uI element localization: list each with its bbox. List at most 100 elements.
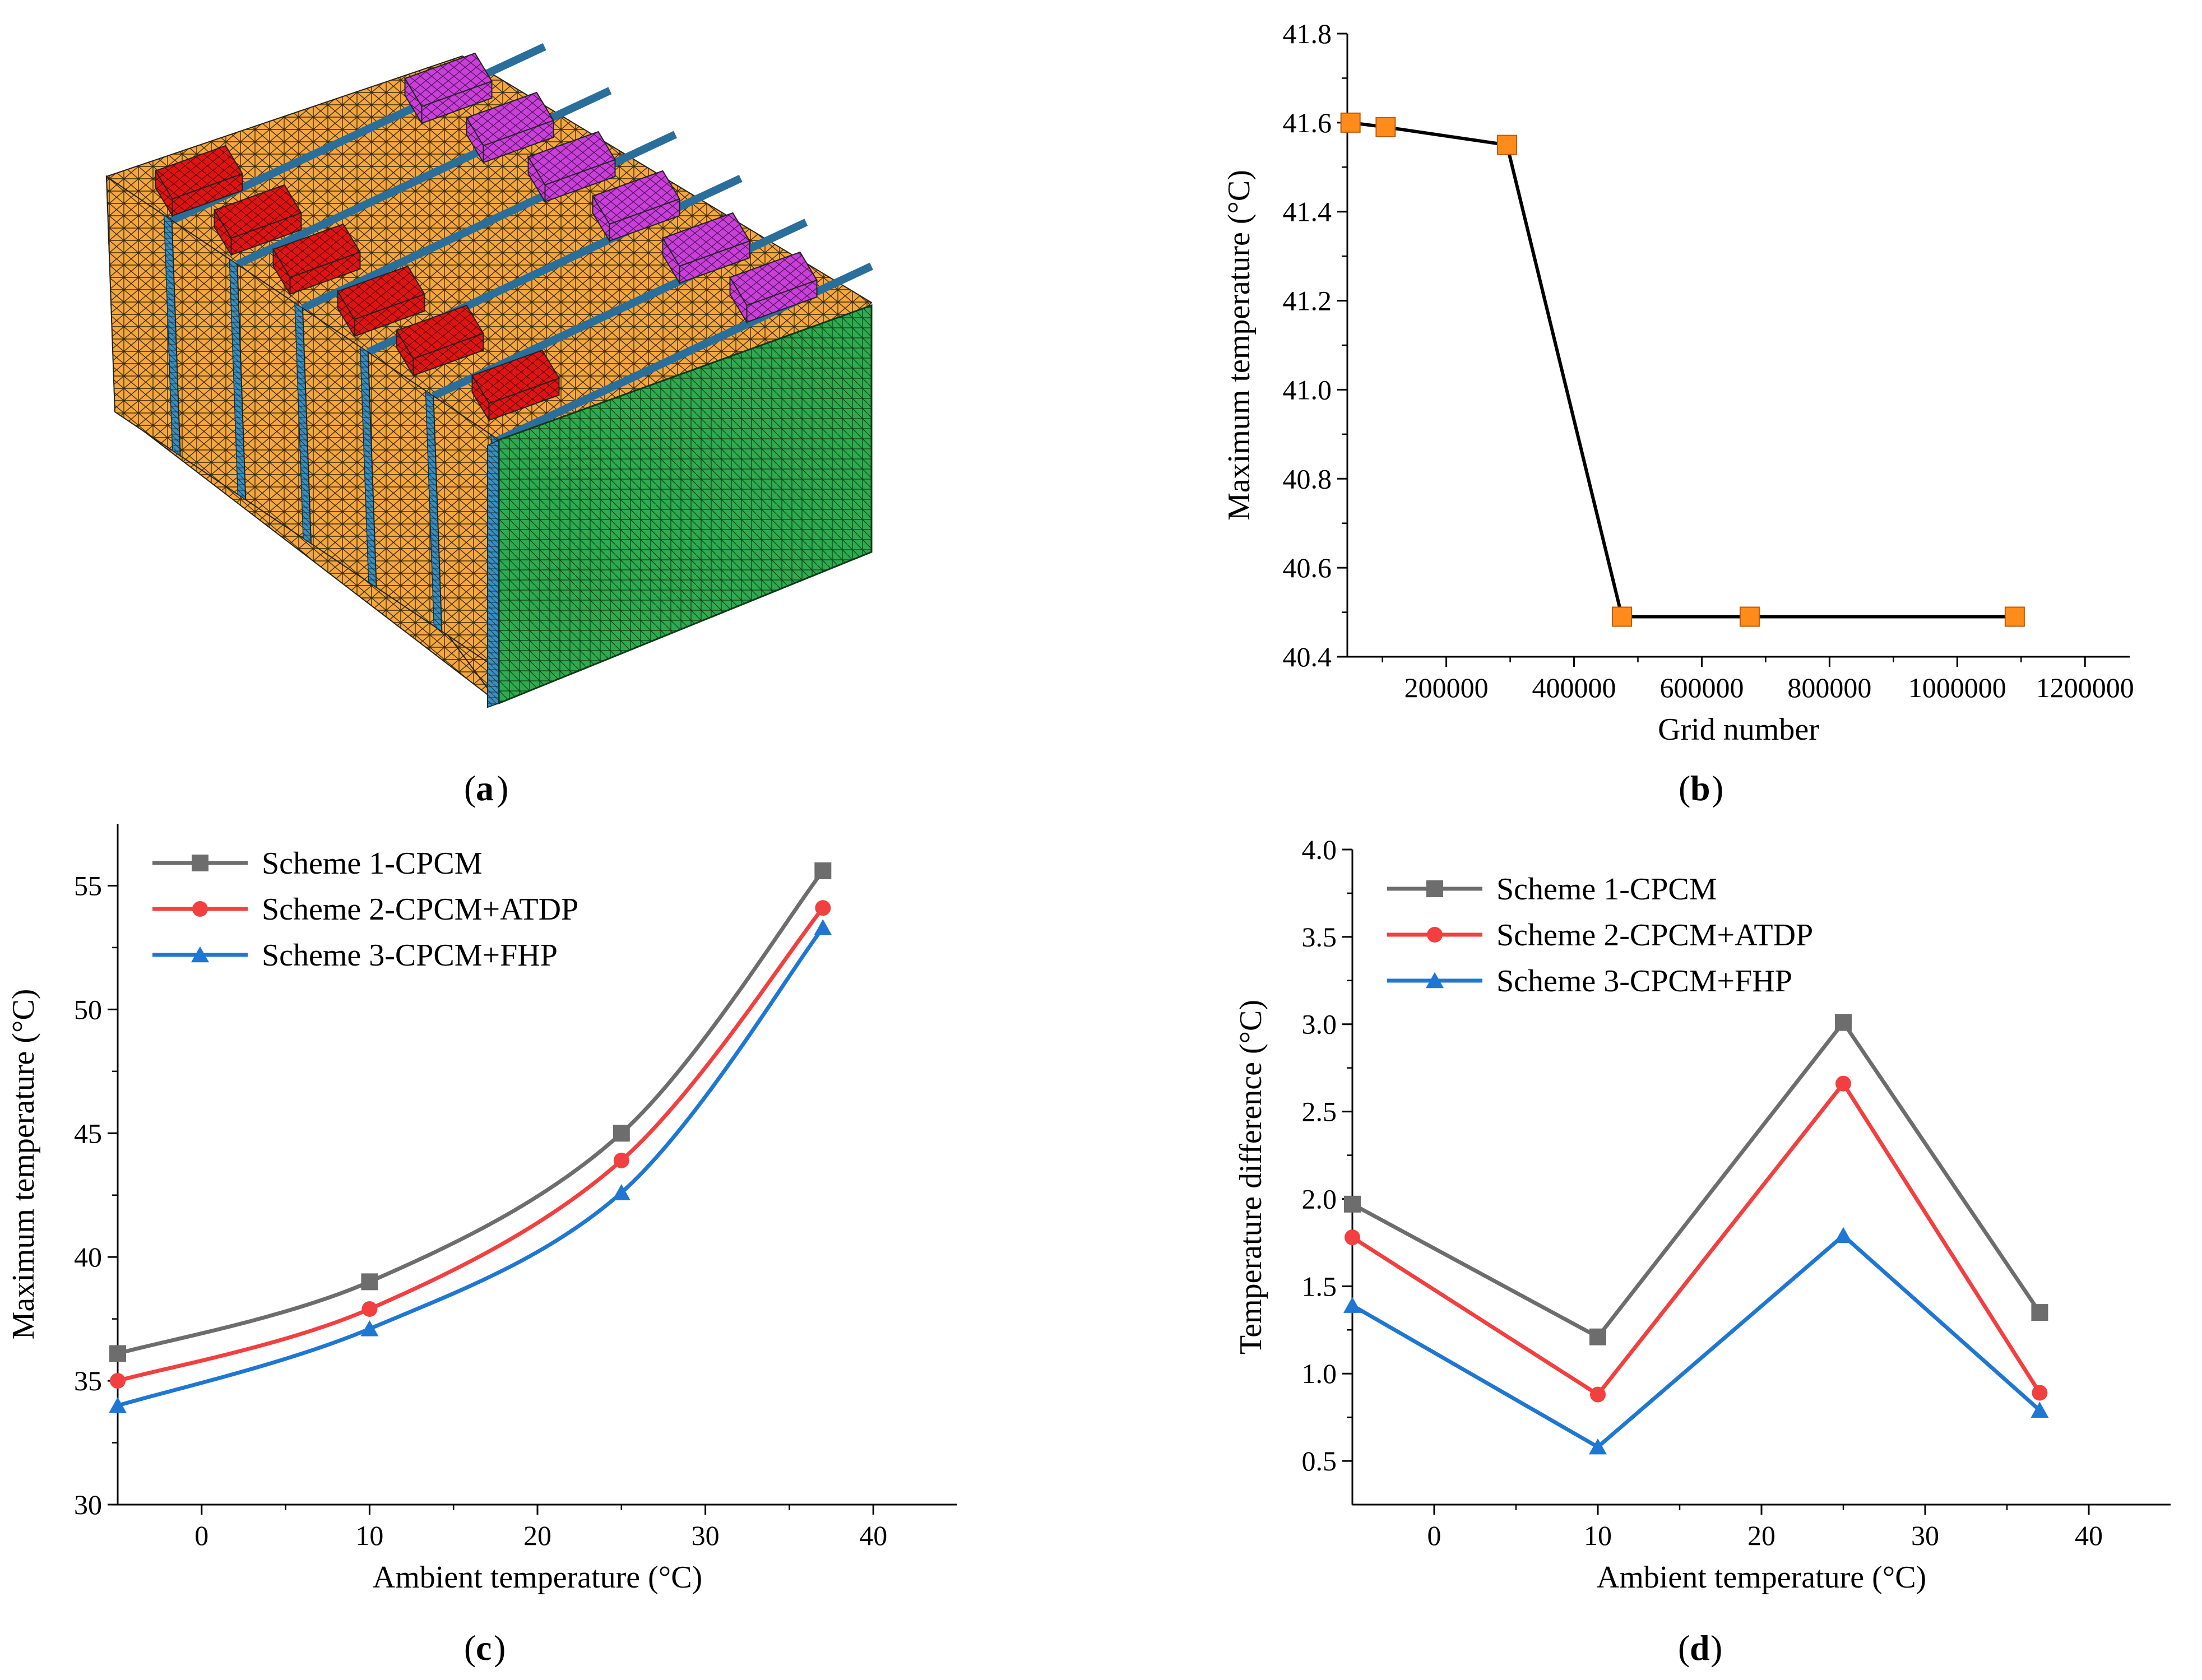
negative-tab-front (746, 279, 818, 323)
caption-d: ( d ) (1678, 1628, 1722, 1668)
chart-b-axes (1346, 34, 2130, 658)
negative-tab-front (544, 159, 616, 203)
mesh-model-figure: ( a ) (105, 43, 873, 808)
y-tick-label: 45 (74, 1117, 102, 1149)
y-tick-label: 3.0 (1302, 1009, 1337, 1040)
caption-c-letter: c (476, 1628, 492, 1668)
data-point-series-1 (1344, 1195, 1361, 1213)
y-tick-label: 4.0 (1302, 834, 1337, 865)
x-tick-label: 600000 (1659, 672, 1744, 703)
x-tick-label: 20 (1747, 1520, 1775, 1551)
grid-independence-chart: 200000 400000 600000 800000 1000000 1200000 40… (1222, 18, 2134, 808)
panel-d-temp-diff-chart: 0 10 20 30 40 0.5 1.0 1.5 2.0 2.5 3.0 3.5 4.0 Scheme… (1101, 824, 2202, 1680)
temperature-difference-chart: 0 10 20 30 40 0.5 1.0 1.5 2.0 2.5 3.0 3.5 4.0 Scheme… (1234, 834, 2171, 1668)
data-point-series-2 (110, 1373, 126, 1389)
y-tick-label: 40 (74, 1241, 102, 1273)
series-line-1 (1351, 1019, 2042, 1340)
x-tick-label: 400000 (1532, 672, 1616, 703)
positive-tab-front (230, 212, 302, 256)
x-tick-label: 800000 (1787, 672, 1871, 703)
svg-text:): ) (494, 1628, 506, 1668)
x-tick-label: 0 (194, 1520, 208, 1551)
data-point-series-1 (814, 862, 832, 879)
chart-c-xlabel: Ambient temperature (°C) (373, 1560, 702, 1595)
chart-c-ticks: 0 10 20 30 40 30 35 40 45 50 55 (74, 870, 887, 1551)
caption-d-letter: d (1690, 1628, 1710, 1668)
battery-module-mesh (105, 43, 873, 708)
y-tick-label: 2.0 (1302, 1183, 1337, 1214)
end-plate-mesh (487, 439, 499, 708)
chart-c-legend: Scheme 1-CPCM Scheme 2-CPCM+ATDP Scheme 3-… (152, 846, 578, 973)
negative-tab-front (609, 198, 680, 242)
y-tick-label: 55 (74, 870, 102, 901)
y-tick-label: 1.5 (1302, 1270, 1337, 1302)
legend-label-2: Scheme 2-CPCM+ATDP (1496, 918, 1813, 953)
chart-c-series (109, 862, 832, 1413)
data-point-series-2 (1590, 1386, 1606, 1403)
legend-marker-2 (192, 901, 208, 917)
svg-text:(: ( (464, 1628, 476, 1668)
x-tick-label: 1000000 (1908, 672, 2006, 703)
series-line-2 (117, 907, 825, 1383)
legend-label-3: Scheme 3-CPCM+FHP (262, 938, 558, 973)
data-point-series-3 (1834, 1227, 1852, 1243)
y-tick-label: 40.6 (1283, 552, 1332, 583)
y-tick-label: 41.2 (1283, 285, 1332, 317)
series-line-3 (117, 926, 825, 1408)
y-tick-label: 41.0 (1283, 374, 1332, 405)
x-tick-label: 30 (1911, 1520, 1939, 1551)
legend-label-1: Scheme 1-CPCM (262, 846, 483, 881)
svg-text:): ) (497, 768, 508, 808)
data-point-series-1 (1835, 1014, 1852, 1031)
data-point-series-3 (1343, 1297, 1361, 1313)
caption-a-letter: a (476, 768, 494, 808)
y-tick-label: 30 (74, 1489, 102, 1520)
data-point-series-2 (361, 1301, 378, 1317)
svg-text:(: ( (1679, 768, 1690, 808)
negative-tab-front (679, 240, 750, 284)
caption-b: ( b ) (1679, 768, 1723, 808)
positive-tab-front (171, 173, 243, 217)
legend-marker-3 (191, 946, 209, 963)
chart-d-ylabel: Temperature difference (°C) (1234, 1000, 1268, 1354)
data-point-b (1612, 606, 1633, 627)
chart-b-ylabel: Maximum temperature (°C) (1222, 170, 1257, 521)
data-point-series-3 (1589, 1438, 1607, 1455)
legend-marker-1 (1426, 880, 1443, 897)
chart-b-ticks: 200000 400000 600000 800000 1000000 1200000 40… (1283, 18, 2134, 703)
data-point-series-2 (815, 900, 831, 916)
negative-tab-front (421, 80, 493, 124)
data-point-series-2 (2032, 1385, 2048, 1401)
panel-a-mesh-model: ( a ) (0, 0, 1101, 824)
data-point-series-3 (109, 1396, 127, 1413)
data-point-b (1496, 134, 1517, 155)
panel-b-grid-chart: 200000 400000 600000 800000 1000000 1200000 40… (1101, 0, 2202, 824)
data-point-b (1739, 606, 1760, 627)
x-tick-label: 10 (355, 1520, 383, 1551)
svg-text:(: ( (1678, 1628, 1690, 1668)
data-point-series-1 (1589, 1328, 1606, 1345)
data-point-series-2 (1345, 1229, 1360, 1246)
legend-label-1: Scheme 1-CPCM (1496, 872, 1717, 907)
data-point-series-1 (613, 1125, 630, 1142)
caption-c: ( c ) (464, 1628, 506, 1668)
positive-tab-front (412, 332, 484, 377)
y-tick-label: 1.0 (1302, 1358, 1337, 1389)
y-tick-label: 0.5 (1302, 1445, 1337, 1477)
panel-c-max-temp-chart: 0 10 20 30 40 30 35 40 45 50 55 Scheme 1-CPCM Schem… (0, 824, 1101, 1680)
positive-tab-front (289, 251, 361, 295)
chart-d-series (1343, 1014, 2049, 1455)
x-tick-label: 1200000 (2036, 672, 2134, 703)
data-point-series-3 (2031, 1401, 2049, 1418)
data-point-b (1375, 117, 1396, 137)
x-tick-label: 30 (692, 1520, 720, 1551)
chart-d-xlabel: Ambient temperature (°C) (1597, 1560, 1926, 1595)
svg-text:(: ( (464, 768, 476, 808)
x-tick-label: 0 (1427, 1520, 1441, 1551)
svg-text:): ) (1712, 768, 1723, 808)
data-point-series-2 (613, 1152, 629, 1168)
data-point-series-3 (612, 1184, 631, 1200)
series-line-2 (1351, 1080, 2042, 1398)
data-point-series-1 (2031, 1304, 2048, 1321)
